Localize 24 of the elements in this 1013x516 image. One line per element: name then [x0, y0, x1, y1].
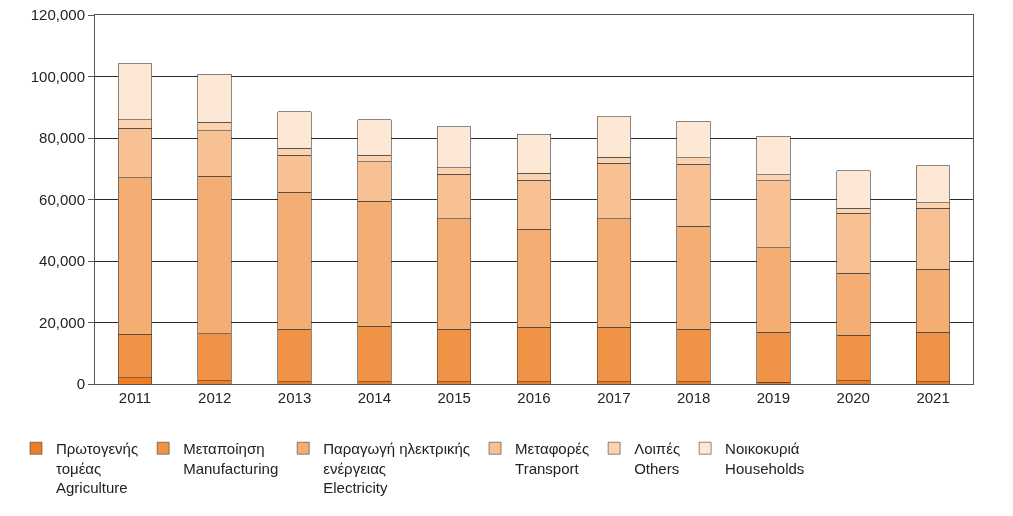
- x-tick-label: 2018: [676, 389, 711, 406]
- x-tick-label: 2019: [756, 389, 791, 406]
- y-tick-label: 80,000: [39, 129, 85, 147]
- x-tick-label: 2020: [836, 389, 870, 406]
- x-tick-label: 2015: [437, 389, 471, 406]
- y-tick-label: 120,000: [30, 6, 85, 24]
- x-tick-label: 2021: [916, 389, 950, 406]
- y-tick-label: 20,000: [39, 313, 85, 331]
- legend-label: Μεταφορές Transport: [515, 440, 590, 477]
- x-tick-label: 2011: [118, 389, 152, 406]
- y-tick-label: 40,000: [39, 252, 85, 270]
- legend-label: Νοικοκυριά Households: [725, 440, 805, 477]
- x-tick-label: 2013: [277, 389, 312, 406]
- legend-label: Πρωτογενής τομέας Agriculture: [55, 440, 139, 497]
- x-tick-label: 2017: [597, 389, 631, 406]
- x-tick-label: 2012: [198, 389, 232, 406]
- x-tick-label: 2016: [517, 389, 551, 406]
- y-tick-label: 100,000: [30, 67, 85, 85]
- legend-label: Λοιπές Others: [634, 440, 681, 477]
- y-tick-label: 60,000: [39, 190, 85, 208]
- legend-label: Μεταποίηση Manufacturing: [183, 440, 279, 477]
- y-tick-label: 0: [76, 375, 85, 393]
- legend-label: Παραγωγή ηλεκτρικής ενέργειας Electricity: [323, 440, 471, 497]
- x-tick-label: 2014: [357, 389, 392, 406]
